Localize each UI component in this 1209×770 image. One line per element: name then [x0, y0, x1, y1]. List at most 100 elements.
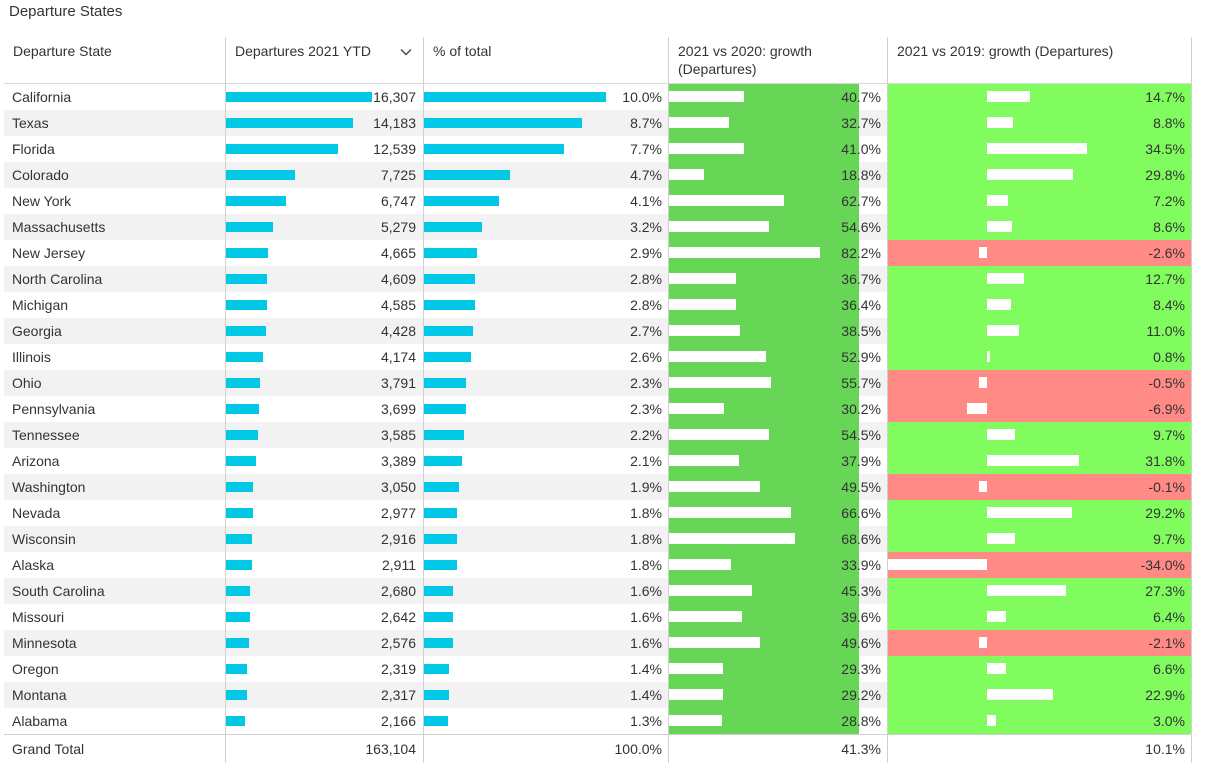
growth-2020-value: 32.7% — [841, 115, 881, 131]
departures-bar — [226, 326, 266, 336]
growth-2020-value: 66.6% — [841, 505, 881, 521]
growth-2019-bar — [987, 533, 1015, 544]
pct-value: 1.9% — [630, 479, 662, 495]
growth-2019-bar — [979, 481, 987, 492]
state-name: Missouri — [12, 609, 65, 625]
departures-value: 3,791 — [380, 375, 416, 391]
departures-value: 2,642 — [380, 609, 416, 625]
departures-bar — [226, 430, 258, 440]
growth-2019-bar — [979, 637, 987, 648]
pct-value: 1.3% — [630, 713, 662, 729]
growth-2019-value: 8.6% — [1153, 219, 1185, 235]
growth-2020-bar — [669, 351, 766, 362]
page-title: Departure States — [9, 3, 123, 20]
growth-2020-bar — [669, 507, 791, 518]
pct-value: 2.8% — [630, 297, 662, 313]
growth-2019-bar — [987, 507, 1072, 518]
growth-2019-value: 7.2% — [1153, 193, 1185, 209]
pct-value: 1.4% — [630, 661, 662, 677]
pct-bar — [424, 690, 449, 700]
growth-2019-bg — [888, 214, 1191, 240]
pct-bar — [424, 456, 462, 466]
growth-2019-bar — [987, 689, 1053, 700]
departures-value: 5,279 — [380, 219, 416, 235]
growth-2019-value: 34.5% — [1145, 141, 1185, 157]
growth-2019-bg — [888, 188, 1191, 214]
growth-2020-value: 38.5% — [841, 323, 881, 339]
departures-bar — [226, 144, 338, 154]
pct-value: 3.2% — [630, 219, 662, 235]
growth-2019-value: 9.7% — [1153, 531, 1185, 547]
state-name: New Jersey — [12, 245, 86, 261]
pct-value: 4.7% — [630, 167, 662, 183]
growth-2019-value: 12.7% — [1145, 271, 1185, 287]
state-name: Washington — [12, 479, 86, 495]
chevron-down-icon[interactable] — [399, 45, 413, 59]
state-name: Montana — [12, 687, 67, 703]
pct-value: 4.1% — [630, 193, 662, 209]
growth-2019-bar — [987, 117, 1013, 128]
departures-bar — [226, 482, 253, 492]
pct-bar — [424, 326, 473, 336]
growth-2020-bar — [669, 143, 744, 154]
header-growth-2019[interactable]: 2021 vs 2019: growth (Departures) — [888, 37, 1191, 84]
pct-value: 2.9% — [630, 245, 662, 261]
state-name: Ohio — [12, 375, 42, 391]
growth-2019-bar — [987, 143, 1087, 154]
pct-bar — [424, 144, 564, 154]
pct-value: 1.6% — [630, 583, 662, 599]
header-departures[interactable]: Departures 2021 YTD — [226, 37, 423, 84]
growth-2020-bar — [669, 533, 795, 544]
pct-value: 1.4% — [630, 687, 662, 703]
departures-value: 2,576 — [380, 635, 416, 651]
departures-bar — [226, 118, 353, 128]
departures-value: 2,916 — [380, 531, 416, 547]
growth-2019-value: -6.9% — [1148, 401, 1185, 417]
growth-2019-value: -0.1% — [1148, 479, 1185, 495]
growth-2019-bar — [987, 611, 1006, 622]
state-name: Illinois — [12, 349, 51, 365]
pct-value: 2.6% — [630, 349, 662, 365]
pct-bar — [424, 274, 475, 284]
pct-bar — [424, 300, 475, 310]
growth-2020-value: 68.6% — [841, 531, 881, 547]
header-growth-2020-line2: (Departures) — [678, 61, 757, 77]
grand-total-growth-2020: 41.3% — [841, 741, 881, 757]
header-growth-2020[interactable]: 2021 vs 2020: growth (Departures) — [669, 37, 887, 84]
header-growth-2020-line1: 2021 vs 2020: growth — [678, 43, 812, 59]
state-name: New York — [12, 193, 72, 209]
growth-2020-value: 40.7% — [841, 89, 881, 105]
departures-bar — [226, 586, 250, 596]
growth-2020-bar — [669, 689, 723, 700]
growth-2019-bar — [987, 325, 1019, 336]
growth-2020-value: 37.9% — [841, 453, 881, 469]
growth-2019-bar — [987, 455, 1079, 466]
departures-bar — [226, 638, 249, 648]
growth-2020-bar — [669, 455, 739, 466]
growth-2020-bar — [669, 429, 769, 440]
pct-bar — [424, 612, 453, 622]
pct-value: 1.6% — [630, 635, 662, 651]
growth-2019-bar — [987, 273, 1024, 284]
growth-2020-value: 39.6% — [841, 609, 881, 625]
growth-2020-value: 45.3% — [841, 583, 881, 599]
header-pct[interactable]: % of total — [424, 37, 668, 84]
pct-value: 8.7% — [630, 115, 662, 131]
grand-total-growth-2019: 10.1% — [1145, 741, 1185, 757]
column-divider — [668, 37, 669, 763]
growth-2019-value: 9.7% — [1153, 427, 1185, 443]
header-pct-label: % of total — [433, 43, 492, 59]
state-name: Tennessee — [12, 427, 80, 443]
growth-2019-bar — [979, 247, 987, 258]
grand-total-pct: 100.0% — [614, 741, 662, 757]
growth-2020-bar — [669, 169, 704, 180]
state-name: Arizona — [12, 453, 60, 469]
pct-value: 2.3% — [630, 401, 662, 417]
departures-bar — [226, 222, 273, 232]
state-name: North Carolina — [12, 271, 103, 287]
pct-value: 2.7% — [630, 323, 662, 339]
header-state[interactable]: Departure State — [4, 37, 225, 84]
growth-2019-value: -2.1% — [1148, 635, 1185, 651]
growth-2019-value: 3.0% — [1153, 713, 1185, 729]
pct-value: 1.8% — [630, 505, 662, 521]
